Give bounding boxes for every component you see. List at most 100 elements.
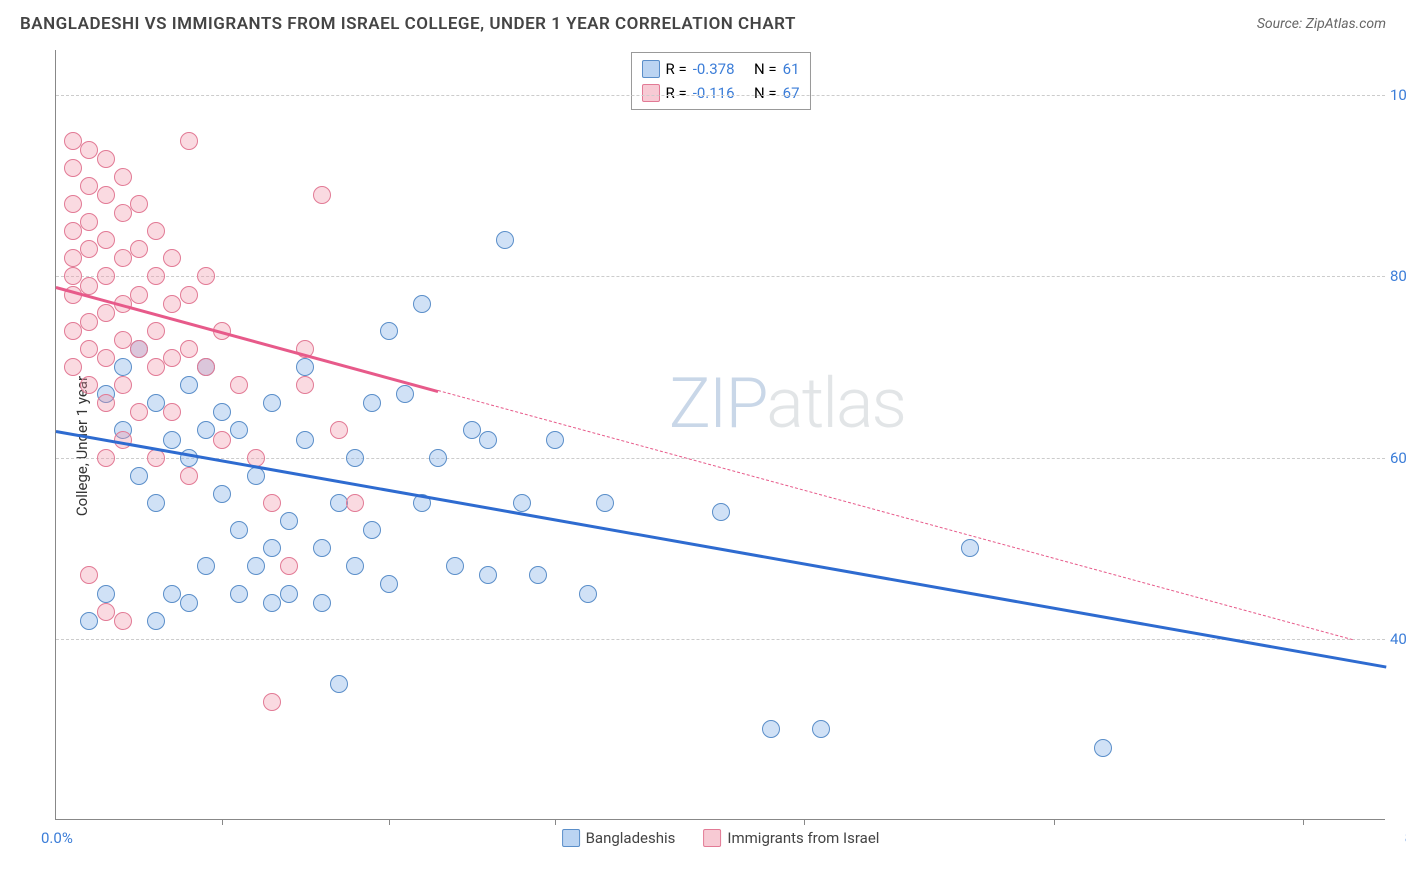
chart-title: BANGLADESHI VS IMMIGRANTS FROM ISRAEL CO…	[20, 14, 796, 34]
data-point	[230, 376, 248, 394]
data-point	[97, 304, 115, 322]
data-point	[130, 403, 148, 421]
data-point	[163, 349, 181, 367]
watermark: ZIPatlas	[669, 363, 905, 445]
data-point	[313, 539, 331, 557]
data-point	[197, 267, 215, 285]
x-tick	[389, 819, 390, 825]
data-point	[180, 467, 198, 485]
data-point	[463, 421, 481, 439]
data-point	[114, 376, 132, 394]
data-point	[97, 603, 115, 621]
y-tick-label: 60.0%	[1390, 449, 1406, 467]
source-attribution: Source: ZipAtlas.com	[1257, 16, 1386, 32]
data-point	[147, 494, 165, 512]
data-point	[812, 720, 830, 738]
data-point	[496, 231, 514, 249]
data-point	[180, 594, 198, 612]
x-axis-min-label: 0.0%	[41, 829, 73, 847]
data-point	[513, 494, 531, 512]
data-point	[163, 295, 181, 313]
data-point	[529, 566, 547, 584]
data-point	[762, 720, 780, 738]
data-point	[130, 240, 148, 258]
data-point	[479, 431, 497, 449]
x-tick	[804, 819, 805, 825]
data-point	[296, 431, 314, 449]
data-point	[80, 240, 98, 258]
data-point	[296, 376, 314, 394]
data-point	[147, 267, 165, 285]
data-point	[114, 358, 132, 376]
data-point	[64, 267, 82, 285]
data-point	[180, 449, 198, 467]
gridline	[56, 276, 1385, 277]
chart-container: BANGLADESHI VS IMMIGRANTS FROM ISRAEL CO…	[0, 0, 1406, 892]
data-point	[64, 322, 82, 340]
data-point	[263, 693, 281, 711]
data-point	[479, 566, 497, 584]
data-point	[147, 222, 165, 240]
data-point	[97, 394, 115, 412]
data-point	[80, 376, 98, 394]
stats-row-pink: R = -0.116 N = 67	[641, 81, 799, 105]
data-point	[247, 467, 265, 485]
data-point	[114, 331, 132, 349]
data-point	[180, 340, 198, 358]
data-point	[180, 286, 198, 304]
swatch-blue-icon	[562, 829, 580, 847]
data-point	[346, 494, 364, 512]
data-point	[147, 612, 165, 630]
data-point	[114, 204, 132, 222]
data-point	[130, 195, 148, 213]
data-point	[363, 521, 381, 539]
data-point	[147, 322, 165, 340]
data-point	[596, 494, 614, 512]
y-tick-label: 40.0%	[1390, 630, 1406, 648]
data-point	[280, 585, 298, 603]
data-point	[363, 394, 381, 412]
data-point	[163, 431, 181, 449]
data-point	[64, 132, 82, 150]
data-point	[97, 585, 115, 603]
data-point	[396, 385, 414, 403]
x-tick	[1303, 819, 1304, 825]
data-point	[64, 222, 82, 240]
data-point	[380, 575, 398, 593]
trendline	[438, 390, 1353, 640]
data-point	[97, 267, 115, 285]
data-point	[163, 403, 181, 421]
data-point	[263, 394, 281, 412]
data-point	[296, 358, 314, 376]
header: BANGLADESHI VS IMMIGRANTS FROM ISRAEL CO…	[0, 0, 1406, 44]
data-point	[80, 340, 98, 358]
data-point	[147, 358, 165, 376]
data-point	[1094, 739, 1112, 757]
data-point	[346, 449, 364, 467]
data-point	[97, 186, 115, 204]
data-point	[213, 485, 231, 503]
stats-row-blue: R = -0.378 N = 61	[641, 57, 799, 81]
legend-item-blue: Bangladeshis	[562, 829, 676, 847]
data-point	[64, 195, 82, 213]
gridline	[56, 639, 1385, 640]
data-point	[130, 467, 148, 485]
data-point	[97, 449, 115, 467]
data-point	[313, 186, 331, 204]
data-point	[280, 557, 298, 575]
data-point	[147, 394, 165, 412]
data-point	[230, 521, 248, 539]
data-point	[97, 150, 115, 168]
data-point	[213, 403, 231, 421]
data-point	[163, 585, 181, 603]
data-point	[130, 340, 148, 358]
data-point	[380, 322, 398, 340]
data-point	[712, 503, 730, 521]
data-point	[114, 249, 132, 267]
x-tick	[222, 819, 223, 825]
stats-legend: R = -0.378 N = 61 R = -0.116 N = 67	[630, 52, 810, 110]
x-tick	[1054, 819, 1055, 825]
y-tick-label: 80.0%	[1390, 267, 1406, 285]
data-point	[330, 421, 348, 439]
data-point	[114, 168, 132, 186]
